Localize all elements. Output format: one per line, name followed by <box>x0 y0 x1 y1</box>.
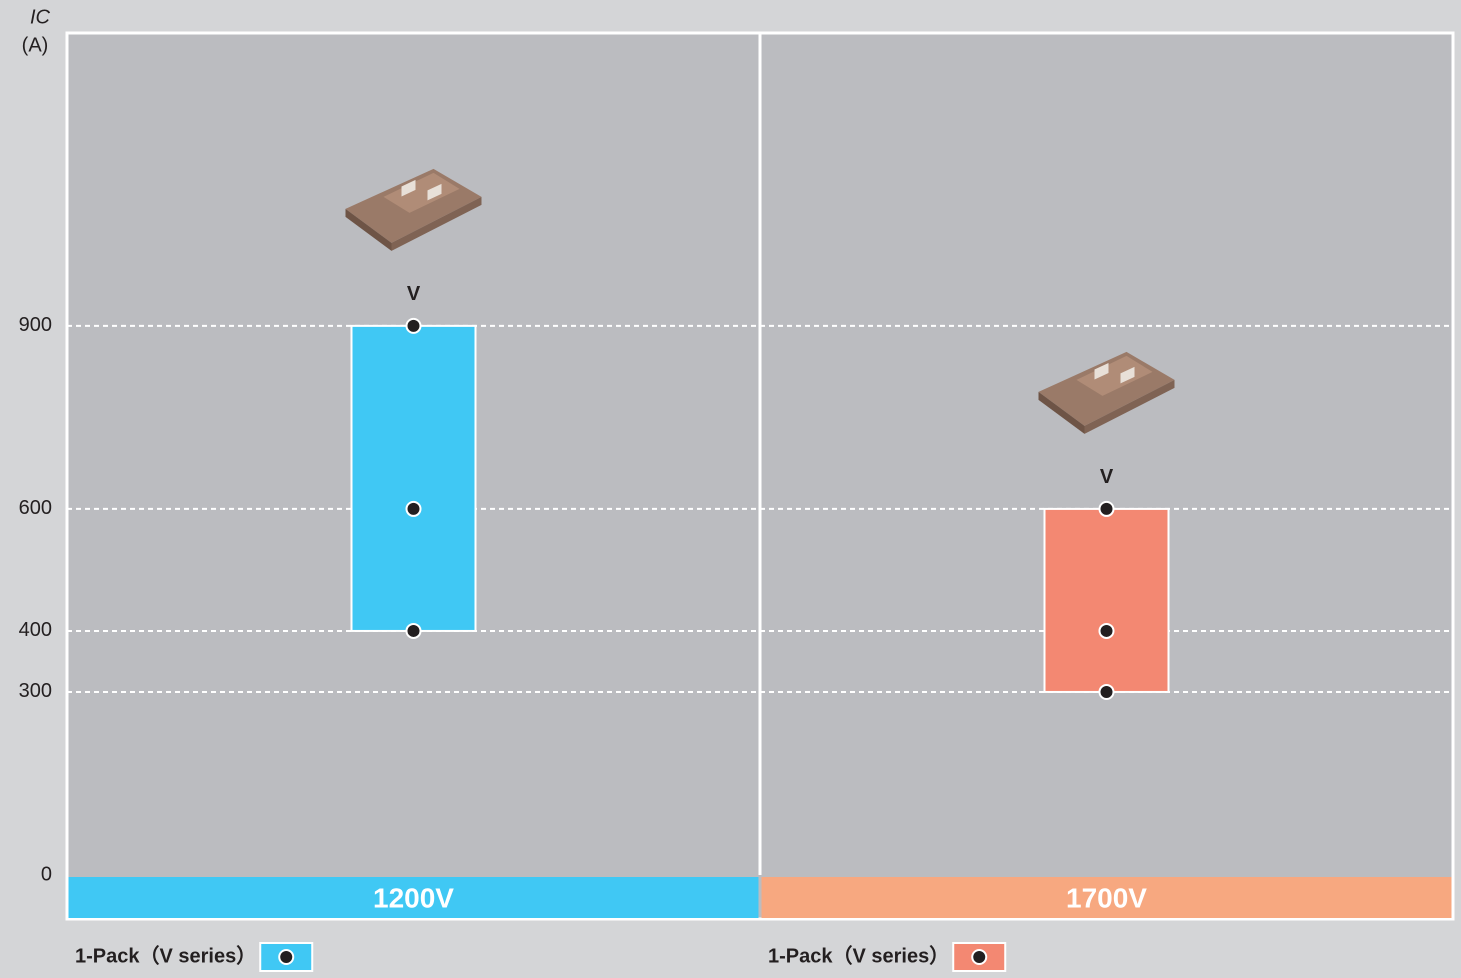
module-icon <box>1038 351 1175 434</box>
legend-label: 1-Pack（V series） <box>768 944 949 967</box>
dot <box>405 500 422 517</box>
y-axis-label: IC <box>30 6 51 28</box>
terminal <box>401 179 416 197</box>
legend-dot <box>278 949 295 965</box>
module-side <box>1084 379 1175 434</box>
legend-dot <box>971 949 988 965</box>
dot <box>405 622 422 639</box>
y-axis-unit: (A) <box>22 34 49 56</box>
series-label: V <box>407 283 421 305</box>
category-strip <box>68 877 759 918</box>
y-tick-label: 900 <box>19 314 52 336</box>
terminal <box>1094 362 1109 380</box>
dot <box>1098 683 1115 700</box>
module-top <box>1076 355 1153 396</box>
legend-label: 1-Pack（V series） <box>75 944 256 967</box>
y-tick-label: 0 <box>41 863 52 885</box>
dot <box>1098 500 1115 517</box>
module-top <box>383 172 460 213</box>
dot <box>1098 622 1115 639</box>
terminal <box>427 183 442 201</box>
module-side <box>1038 391 1085 434</box>
category-label: 1700V <box>1066 882 1147 913</box>
category-strip <box>761 877 1452 918</box>
category-label: 1200V <box>373 882 454 913</box>
series-label: V <box>1100 466 1114 488</box>
y-tick-label: 400 <box>19 619 52 641</box>
dot <box>405 317 422 334</box>
y-tick-label: 300 <box>19 680 52 702</box>
range-bar <box>350 324 477 632</box>
range-bar <box>1043 507 1170 693</box>
module-icon <box>345 168 482 251</box>
module-side <box>345 208 392 251</box>
terminal <box>1120 366 1135 384</box>
y-tick-label: 600 <box>19 497 52 519</box>
module-side <box>391 196 482 251</box>
